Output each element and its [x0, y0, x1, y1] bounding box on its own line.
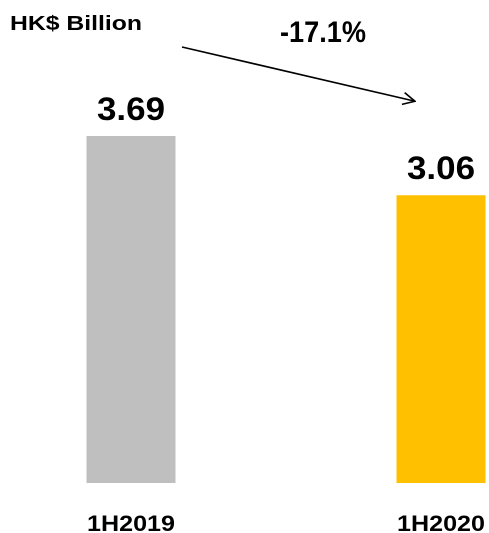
- bars-layer: [86, 136, 486, 483]
- bar-1H2019: [86, 136, 176, 483]
- value-label-1H2020: 3.06: [407, 150, 475, 186]
- category-labels-layer: 1H2019 1H2020: [87, 511, 485, 533]
- change-percent-label: -17.1%: [280, 16, 366, 49]
- value-labels-layer: 3.69 3.06: [97, 91, 475, 186]
- unit-label: HK$ Billion: [10, 13, 142, 35]
- category-label-1H2020: 1H2020: [397, 511, 485, 533]
- decline-arrow: [181, 46, 414, 101]
- category-label-1H2019: 1H2019: [87, 511, 175, 533]
- bar-1H2020: [396, 195, 486, 483]
- value-label-1H2019: 3.69: [97, 91, 165, 127]
